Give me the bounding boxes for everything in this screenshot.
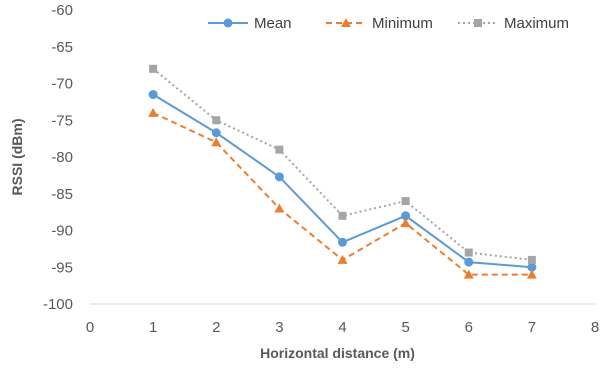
y-tick-label: -95 [51, 259, 73, 276]
y-axis-title: RSSI (dBm) [9, 119, 25, 196]
series-line-minimum [152, 111, 532, 276]
data-point-maximum [149, 64, 158, 73]
legend-item-maximum: Maximum [458, 15, 569, 32]
x-tick-label: 2 [212, 319, 220, 336]
data-point-mean [338, 237, 347, 247]
series [148, 64, 537, 279]
series-mean [148, 90, 537, 272]
x-tick-label: 3 [275, 319, 283, 336]
y-tick-label: -85 [51, 186, 73, 203]
y-tick-label: -65 [51, 39, 73, 56]
data-point-mean [211, 128, 221, 138]
data-point-maximum [212, 116, 221, 125]
data-point-minimum [526, 269, 537, 279]
legend-label: Minimum [372, 15, 433, 32]
y-tick-label: -70 [51, 76, 73, 93]
y-tick-label: -75 [51, 112, 73, 129]
series-minimum [148, 107, 537, 279]
data-point-maximum [338, 211, 347, 220]
data-point-minimum [337, 254, 348, 264]
data-point-maximum [275, 145, 284, 154]
legend-item-minimum: Minimum [326, 15, 433, 32]
x-tick-labels: 0 1 2 3 4 5 6 7 8 [86, 319, 599, 336]
legend-label: Mean [254, 15, 292, 32]
data-point-mean [464, 257, 474, 267]
data-point-maximum [464, 248, 473, 257]
y-tick-labels: -100 -95 -90 -85 -80 -75 -70 -65 -60 [43, 2, 73, 313]
data-point-mean [274, 172, 284, 182]
legend-item-mean: Mean [208, 15, 292, 32]
legend-swatch-marker [223, 18, 233, 28]
series-maximum [149, 64, 536, 264]
legend: Mean Minimum Maximum [208, 15, 569, 32]
x-tick-label: 7 [528, 319, 536, 336]
data-point-maximum [527, 255, 536, 264]
x-tick-label: 8 [591, 319, 599, 336]
y-tick-label: -100 [43, 296, 73, 313]
y-tick-label: -80 [51, 149, 73, 166]
x-tick-label: 6 [465, 319, 473, 336]
y-tick-label: -90 [51, 223, 73, 240]
data-point-minimum [463, 269, 474, 279]
x-tick-label: 5 [401, 319, 409, 336]
series-line-maximum [152, 68, 532, 261]
legend-swatch-marker [341, 18, 351, 27]
x-axis-title: Horizontal distance (m) [260, 345, 415, 361]
data-point-maximum [401, 197, 410, 206]
data-point-minimum [274, 203, 285, 213]
x-tick-label: 0 [86, 319, 94, 336]
data-point-mean [527, 262, 537, 272]
data-point-minimum [400, 218, 411, 228]
x-tick-label: 4 [338, 319, 346, 336]
data-point-minimum [211, 137, 222, 147]
data-point-mean [401, 211, 411, 221]
x-tick-label: 1 [149, 319, 157, 336]
data-point-mean [148, 90, 158, 100]
legend-swatch-marker [474, 19, 482, 27]
legend-label: Maximum [504, 15, 569, 32]
y-tick-label: -60 [51, 2, 73, 19]
data-point-minimum [148, 107, 159, 117]
